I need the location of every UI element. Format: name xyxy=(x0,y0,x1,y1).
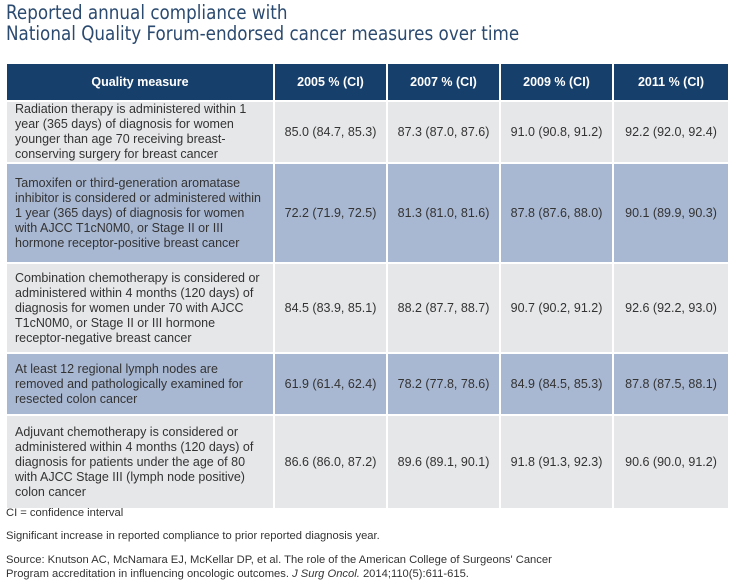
value-cell: 84.5 (83.9, 85.1) xyxy=(273,262,388,354)
table-row: At least 12 regional lymph nodes are rem… xyxy=(5,352,730,416)
value-cell: 91.0 (90.8, 91.2) xyxy=(499,100,614,164)
value-cell: 90.7 (90.2, 91.2) xyxy=(499,262,614,354)
value-cell: 81.3 (81.0, 81.6) xyxy=(386,162,501,264)
significance-note: Significant increase in reported complia… xyxy=(6,530,380,542)
value-cell: 91.8 (91.3, 92.3) xyxy=(499,414,614,510)
header-2011: 2011 % (CI) xyxy=(612,62,730,102)
source-line-1: Source: Knutson AC, McNamara EJ, McKella… xyxy=(6,554,552,566)
source-citation: 2014;110(5):611-615. xyxy=(359,568,469,580)
value-cell: 61.9 (61.4, 62.4) xyxy=(273,352,388,416)
measure-cell: Adjuvant chemotherapy is considered or a… xyxy=(5,414,275,510)
table-row: Combination chemotherapy is considered o… xyxy=(5,262,730,354)
value-cell: 86.6 (86.0, 87.2) xyxy=(273,414,388,510)
table-header-row: Quality measure 2005 % (CI) 2007 % (CI) … xyxy=(5,62,730,102)
source-line-2: Program accreditation in influencing onc… xyxy=(6,568,469,580)
header-2005: 2005 % (CI) xyxy=(273,62,388,102)
source-text: Program accreditation in influencing onc… xyxy=(6,568,293,580)
value-cell: 78.2 (77.8, 78.6) xyxy=(386,352,501,416)
title-line-2: National Quality Forum-endorsed cancer m… xyxy=(6,22,520,45)
header-2007: 2007 % (CI) xyxy=(386,62,501,102)
source-journal: J Surg Oncol. xyxy=(292,568,360,580)
table-row: Tamoxifen or third-generation aromatase … xyxy=(5,162,730,264)
value-cell: 85.0 (84.7, 85.3) xyxy=(273,100,388,164)
value-cell: 88.2 (87.7, 88.7) xyxy=(386,262,501,354)
ci-note: CI = confidence interval xyxy=(6,507,124,519)
value-cell: 92.2 (92.0, 92.4) xyxy=(612,100,730,164)
value-cell: 84.9 (84.5, 85.3) xyxy=(499,352,614,416)
value-cell: 87.3 (87.0, 87.6) xyxy=(386,100,501,164)
value-cell: 90.6 (90.0, 91.2) xyxy=(612,414,730,510)
table-row: Radiation therapy is administered within… xyxy=(5,100,730,164)
compliance-table: Quality measure 2005 % (CI) 2007 % (CI) … xyxy=(5,62,730,510)
header-2009: 2009 % (CI) xyxy=(499,62,614,102)
header-quality-measure: Quality measure xyxy=(5,62,275,102)
value-cell: 87.8 (87.5, 88.1) xyxy=(612,352,730,416)
measure-cell: Tamoxifen or third-generation aromatase … xyxy=(5,162,275,264)
table-row: Adjuvant chemotherapy is considered or a… xyxy=(5,414,730,510)
value-cell: 90.1 (89.9, 90.3) xyxy=(612,162,730,264)
measure-cell: At least 12 regional lymph nodes are rem… xyxy=(5,352,275,416)
value-cell: 87.8 (87.6, 88.0) xyxy=(499,162,614,264)
page-title: Reported annual compliance with National… xyxy=(6,2,519,44)
title-line-1: Reported annual compliance with xyxy=(6,1,288,24)
value-cell: 72.2 (71.9, 72.5) xyxy=(273,162,388,264)
value-cell: 92.6 (92.2, 93.0) xyxy=(612,262,730,354)
value-cell: 89.6 (89.1, 90.1) xyxy=(386,414,501,510)
measure-cell: Combination chemotherapy is considered o… xyxy=(5,262,275,354)
measure-cell: Radiation therapy is administered within… xyxy=(5,100,275,164)
